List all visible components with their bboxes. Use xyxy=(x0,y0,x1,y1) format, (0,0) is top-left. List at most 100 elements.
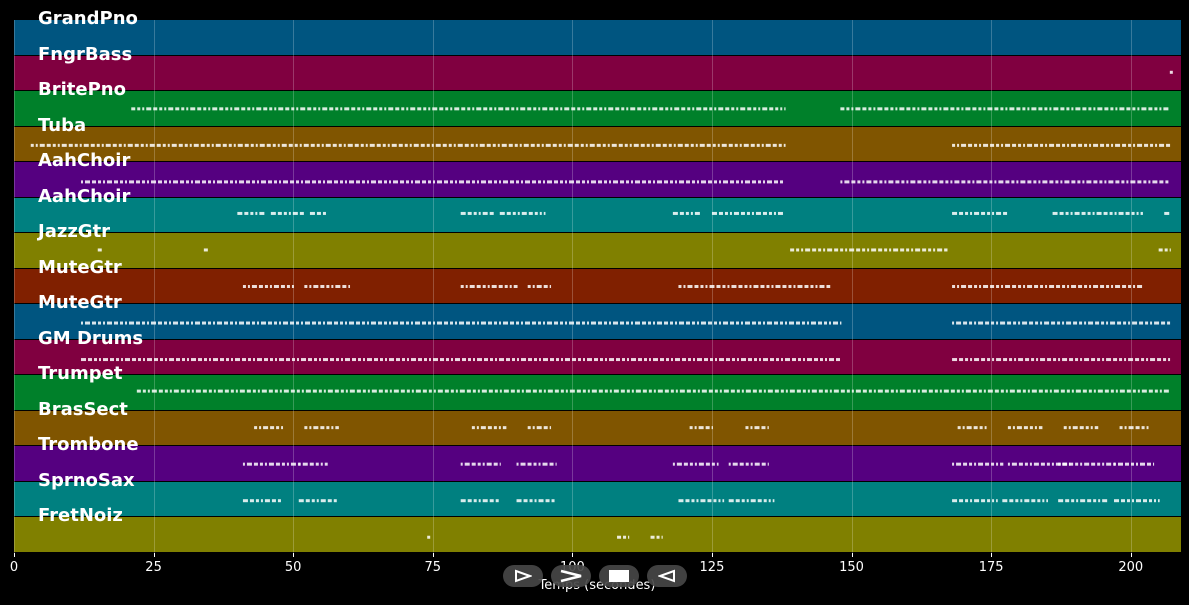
note xyxy=(922,248,927,252)
note xyxy=(487,426,492,430)
note xyxy=(1095,321,1100,325)
note xyxy=(316,143,320,147)
note xyxy=(1058,499,1064,503)
note xyxy=(961,180,966,184)
note xyxy=(472,389,476,393)
note xyxy=(767,462,769,466)
note xyxy=(246,321,251,325)
note xyxy=(587,389,590,393)
note xyxy=(710,358,714,362)
grid-line xyxy=(14,20,15,553)
note xyxy=(569,389,575,393)
note xyxy=(1066,107,1070,111)
note xyxy=(283,321,289,325)
note xyxy=(413,143,419,147)
note xyxy=(460,211,466,215)
note xyxy=(1053,389,1059,393)
note xyxy=(142,107,145,111)
note xyxy=(784,107,786,111)
note xyxy=(252,180,256,184)
note xyxy=(502,426,507,430)
note xyxy=(745,180,751,184)
stop-button[interactable] xyxy=(599,565,639,587)
note xyxy=(635,180,641,184)
note xyxy=(147,358,153,362)
note xyxy=(1035,321,1039,325)
note xyxy=(444,180,449,184)
note xyxy=(335,285,341,288)
note xyxy=(473,211,477,215)
note xyxy=(528,358,533,362)
note xyxy=(642,321,647,325)
note xyxy=(380,358,384,362)
note xyxy=(491,285,497,288)
note xyxy=(1040,358,1046,362)
play-button[interactable] xyxy=(503,565,543,587)
note xyxy=(648,107,651,111)
note xyxy=(440,358,445,362)
note xyxy=(255,143,258,147)
note xyxy=(565,358,571,362)
note xyxy=(1045,285,1048,288)
note xyxy=(1148,180,1151,184)
note xyxy=(706,143,711,147)
note xyxy=(620,389,625,393)
note xyxy=(692,389,696,393)
note xyxy=(797,285,803,288)
note xyxy=(752,389,757,393)
note xyxy=(855,107,861,111)
note xyxy=(52,143,56,147)
note xyxy=(487,285,490,288)
note xyxy=(327,321,333,325)
note xyxy=(389,358,395,362)
track-label: MuteGtr xyxy=(38,256,122,278)
note xyxy=(763,499,767,503)
note xyxy=(780,389,784,393)
note xyxy=(857,180,861,184)
fast-forward-button[interactable] xyxy=(551,565,591,587)
note xyxy=(323,389,326,393)
note xyxy=(1137,180,1142,184)
note xyxy=(1115,107,1118,111)
note xyxy=(180,389,185,393)
note xyxy=(549,107,554,111)
note xyxy=(506,211,511,215)
note xyxy=(1104,107,1109,111)
note xyxy=(334,389,339,393)
note xyxy=(774,321,779,325)
note xyxy=(741,358,747,362)
note xyxy=(367,389,370,393)
note xyxy=(952,462,955,466)
note xyxy=(741,389,744,393)
note xyxy=(777,211,783,215)
note xyxy=(1106,358,1112,362)
note xyxy=(934,107,938,111)
track-label: BritePno xyxy=(38,79,126,101)
note xyxy=(1122,143,1127,147)
note xyxy=(1022,321,1028,325)
note xyxy=(697,321,700,325)
note xyxy=(517,358,520,362)
note xyxy=(728,462,731,466)
note xyxy=(1101,321,1105,325)
note xyxy=(168,107,174,111)
note xyxy=(558,143,562,147)
note xyxy=(195,321,201,325)
rewind-button[interactable] xyxy=(647,565,687,587)
note xyxy=(973,426,978,430)
note xyxy=(1049,143,1055,147)
note xyxy=(1106,143,1110,147)
note xyxy=(1088,321,1094,325)
note xyxy=(376,143,381,147)
note xyxy=(670,321,674,325)
note xyxy=(689,462,693,466)
note xyxy=(151,321,157,325)
note xyxy=(536,143,540,147)
note xyxy=(486,143,491,147)
note xyxy=(411,180,414,184)
note xyxy=(722,499,725,503)
note xyxy=(736,321,740,325)
note xyxy=(1128,285,1132,288)
note xyxy=(431,143,434,147)
note xyxy=(437,180,443,184)
